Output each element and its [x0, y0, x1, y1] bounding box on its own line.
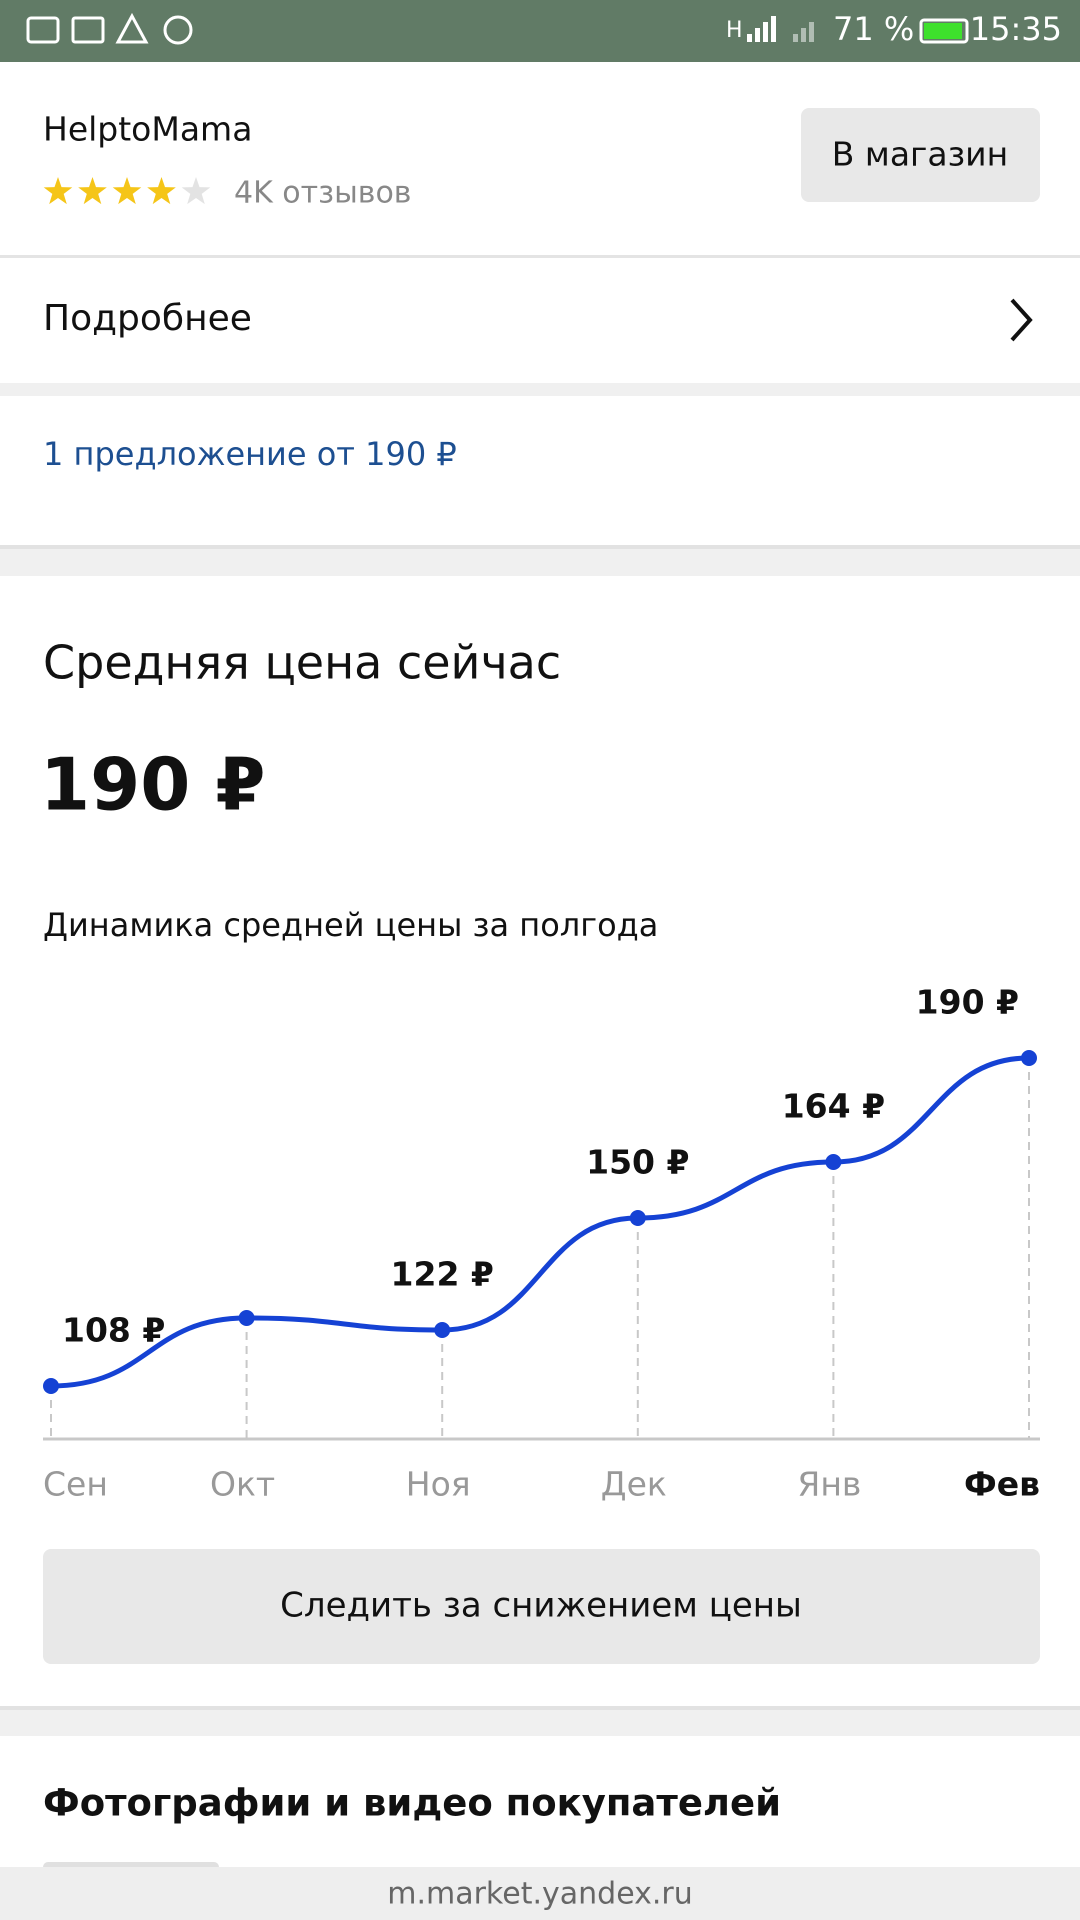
x-tick-label: Окт	[210, 1465, 275, 1504]
photos-title: Фотографии и видео покупателей	[43, 1782, 781, 1825]
track-button-label[interactable]: Следить за снижением цены	[280, 1586, 802, 1626]
x-tick-label: Янв	[797, 1465, 861, 1504]
point	[434, 1322, 451, 1338]
shop-button-label[interactable]: В магазин	[832, 135, 1008, 174]
chevron	[1010, 298, 1033, 342]
divider	[0, 255, 1080, 258]
shop-name: HelptoMama	[43, 110, 252, 149]
battery-level	[924, 23, 962, 39]
chart-title: Динамика средней цены за полгода	[43, 906, 658, 944]
star	[147, 177, 176, 205]
details-link[interactable]: Подробнее	[43, 298, 252, 339]
section-gap	[0, 383, 1080, 396]
value-label: 108 ₽	[62, 1311, 165, 1350]
shadow	[0, 1706, 1080, 1710]
shop-button[interactable]	[801, 108, 1040, 202]
star	[78, 177, 107, 205]
url-bar	[0, 1867, 1080, 1920]
battery-text: 71 %	[833, 10, 914, 48]
value-label: 122 ₽	[391, 1255, 494, 1294]
clock: 15:35	[970, 10, 1062, 48]
star	[43, 177, 73, 205]
price-line	[50, 1055, 1030, 1389]
value-label: 190 ₽	[916, 983, 1019, 1022]
point	[238, 1310, 255, 1326]
network-type: H	[726, 18, 743, 43]
offers-link[interactable]: 1 предложение от 190 ₽	[43, 435, 457, 473]
star	[181, 177, 211, 205]
point	[43, 1378, 59, 1394]
rating-stars	[43, 177, 211, 205]
shadow	[0, 545, 1080, 549]
section-gap	[0, 545, 1080, 576]
star	[112, 177, 142, 205]
point	[825, 1154, 842, 1170]
value-label: 150 ₽	[586, 1143, 689, 1182]
current-price: 190 ₽	[40, 743, 265, 827]
track-button[interactable]	[43, 1549, 1040, 1664]
status-icons	[26, 12, 969, 45]
point	[1021, 1050, 1037, 1066]
url: m.market.yandex.ru	[387, 1877, 693, 1912]
section-title: Средняя цена сейчас	[43, 636, 561, 690]
signal-icons	[747, 16, 814, 42]
x-tick-label: Ноя	[406, 1465, 471, 1504]
x-tick-label: Сен	[43, 1465, 108, 1504]
reviews-count[interactable]: 4K отзывов	[234, 176, 411, 211]
section-gap	[0, 1706, 1080, 1736]
x-tick-label: Фев	[964, 1465, 1040, 1504]
x-tick-label: Дек	[601, 1465, 667, 1504]
chart: Сен Окт Ноя Дек Янв Фев 108 ₽ 122 ₽ 150 ₽ 164 ₽ 19…	[43, 983, 1040, 1504]
status-bar	[0, 0, 1080, 62]
point	[629, 1210, 646, 1226]
value-label: 164 ₽	[782, 1087, 885, 1126]
